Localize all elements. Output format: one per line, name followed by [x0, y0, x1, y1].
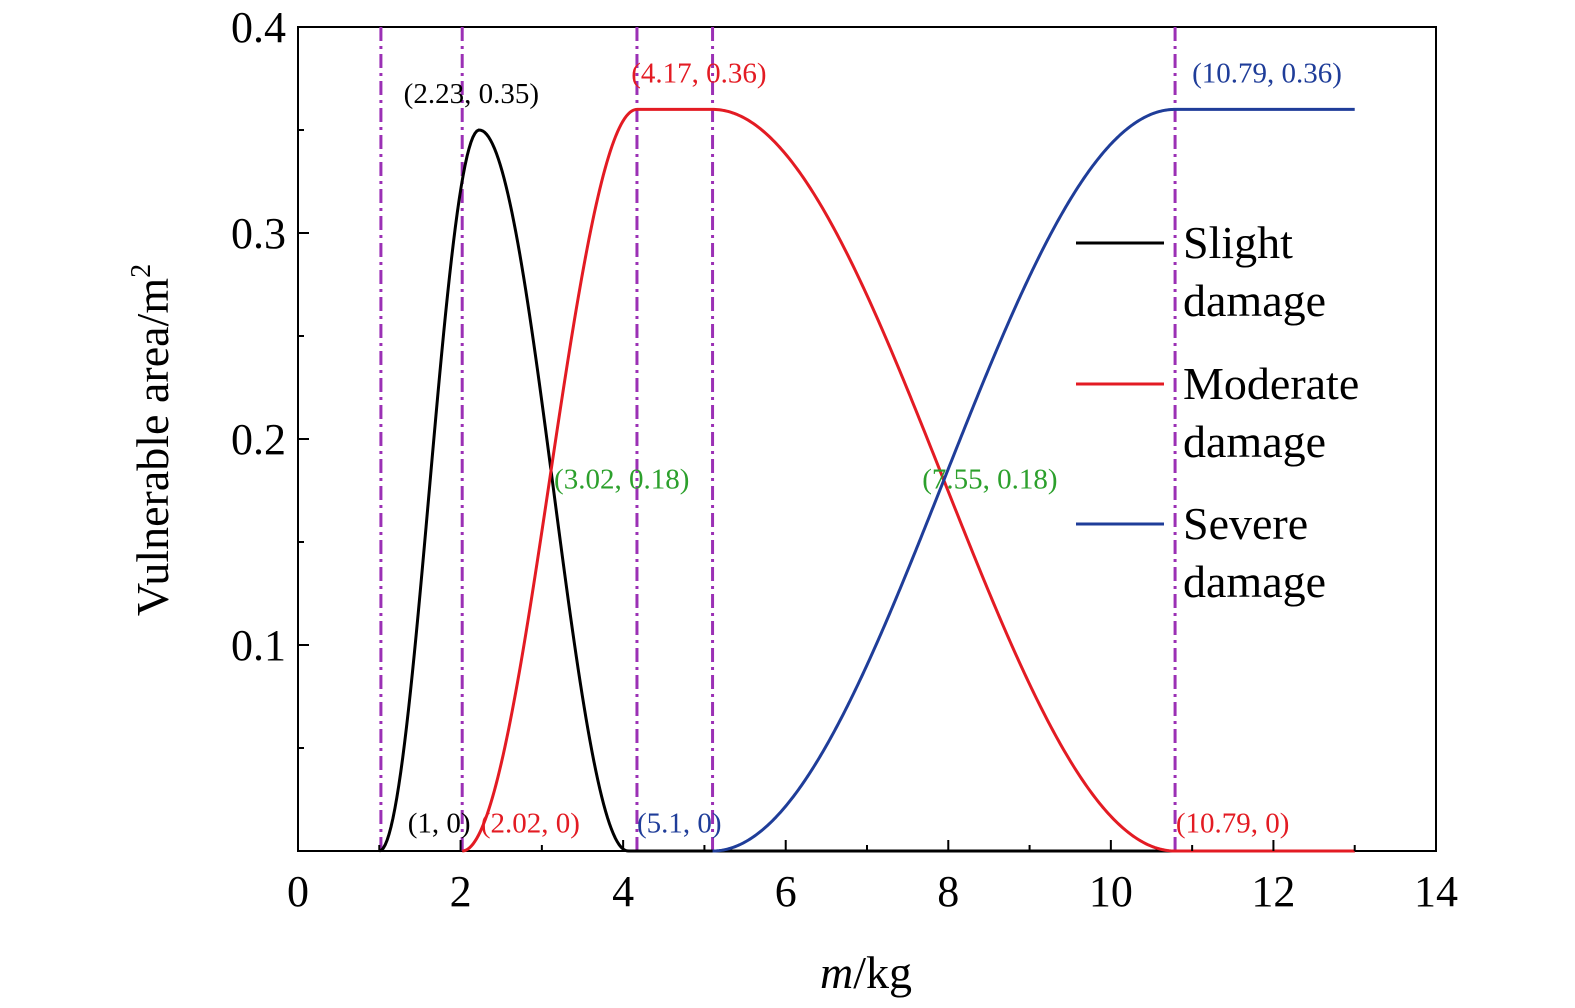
legend-label: Slight	[1183, 217, 1293, 268]
x-axis-title-var: m	[820, 947, 853, 998]
x-tick-label: 0	[287, 867, 309, 916]
x-tick-label: 8	[937, 867, 959, 916]
y-axis-title-sup: 2	[126, 264, 157, 278]
x-tick-label: 12	[1251, 867, 1295, 916]
legend-label: damage	[1183, 275, 1326, 326]
annotations: (2.23, 0.35) (4.17, 0.36) (10.79, 0.36) (3.…	[404, 58, 1342, 840]
x-axis-title-unit: /kg	[853, 947, 912, 998]
y-ticks: 0.1 0.2 0.3 0.4	[231, 3, 309, 749]
point-annotation: (3.02, 0.18)	[554, 463, 689, 495]
y-axis-title-base: Vulnerable area/m	[127, 278, 178, 616]
point-annotation: (2.02, 0)	[481, 807, 580, 839]
point-annotation: (5.1, 0)	[637, 807, 722, 839]
y-tick-label: 0.1	[231, 621, 286, 670]
point-annotation: (10.79, 0)	[1176, 807, 1290, 839]
y-tick-label: 0.3	[231, 209, 286, 258]
y-axis-title: Vulnerable area/m2	[126, 264, 178, 616]
x-tick-label: 4	[612, 867, 634, 916]
x-tick-label: 6	[775, 867, 797, 916]
x-tick-label: 14	[1414, 867, 1458, 916]
y-tick-label: 0.4	[231, 3, 286, 52]
y-tick-label: 0.2	[231, 415, 286, 464]
series-line-2	[712, 107, 1355, 853]
x-ticks: 0 2 4 6 8 10 12 14	[287, 840, 1458, 916]
point-annotation: (1, 0)	[408, 807, 471, 839]
vlines	[379, 27, 1177, 851]
point-annotation: (2.23, 0.35)	[404, 78, 539, 110]
legend-label: Moderate	[1183, 358, 1359, 409]
legend-label: damage	[1183, 556, 1326, 607]
x-axis-title: m/kg	[820, 947, 912, 998]
legend: Slight damage Moderate damage Severe damage	[1076, 217, 1359, 607]
x-tick-label: 10	[1089, 867, 1133, 916]
point-annotation: (7.55, 0.18)	[922, 463, 1057, 495]
x-tick-label: 2	[450, 867, 472, 916]
series-line-1	[462, 107, 1355, 853]
point-annotation: (4.17, 0.36)	[631, 58, 766, 90]
legend-label: Severe	[1183, 498, 1308, 549]
point-annotation: (10.79, 0.36)	[1192, 58, 1342, 90]
legend-label: damage	[1183, 416, 1326, 467]
